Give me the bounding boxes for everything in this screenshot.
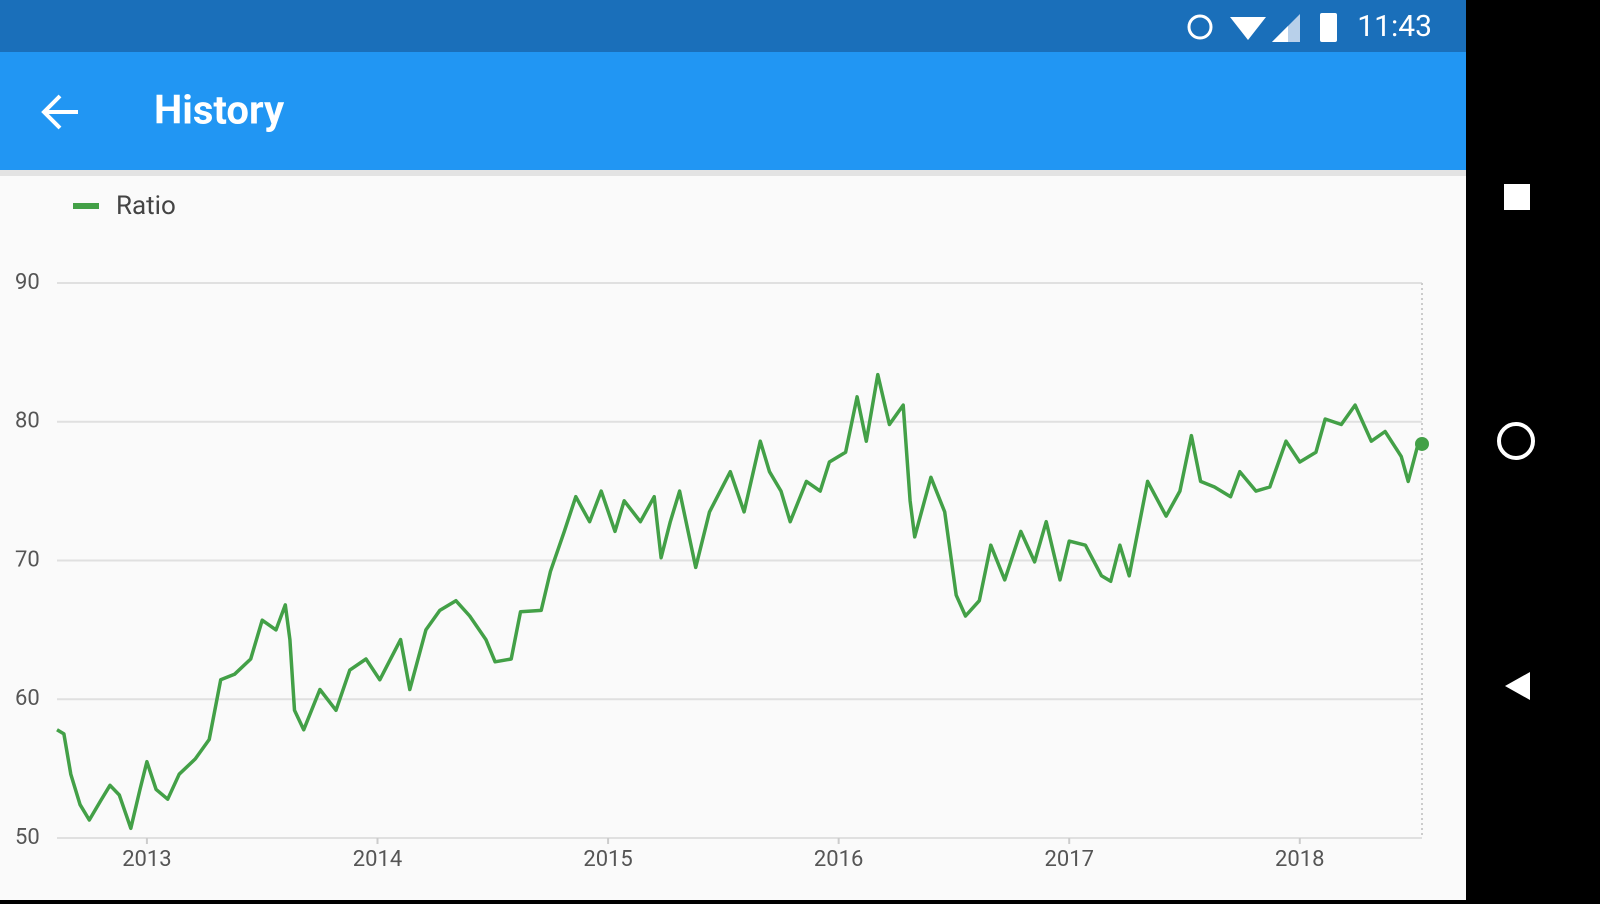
nav-bar [1466, 0, 1600, 900]
home-button[interactable] [1497, 422, 1535, 460]
status-bar [0, 0, 1466, 52]
legend-swatch [73, 203, 99, 209]
y-tick-label: 80 [15, 409, 40, 434]
status-time: 11:43 [1357, 9, 1432, 44]
y-tick-label: 90 [15, 270, 40, 295]
x-tick-label: 2014 [353, 847, 402, 872]
back-nav-button[interactable] [1505, 672, 1530, 700]
back-button[interactable] [41, 94, 78, 130]
x-tick-label: 2018 [1275, 847, 1324, 872]
app-title: History [154, 87, 285, 134]
x-tick-label: 2015 [583, 847, 632, 872]
app-bar-shadow [0, 170, 1466, 176]
line [56, 372, 1423, 831]
x-tick-label: 2016 [814, 847, 863, 872]
y-tick-label: 70 [15, 547, 40, 572]
y-tick-label: 50 [15, 825, 40, 850]
legend-label: Ratio [116, 191, 176, 221]
last-point [1415, 436, 1429, 451]
recents-button[interactable] [1504, 184, 1530, 210]
x-tick-label: 2017 [1044, 847, 1093, 872]
y-tick-label: 60 [15, 686, 40, 711]
app-bar [0, 52, 1466, 170]
x-tick-label: 2013 [122, 847, 171, 872]
status-icons [1187, 13, 1337, 42]
